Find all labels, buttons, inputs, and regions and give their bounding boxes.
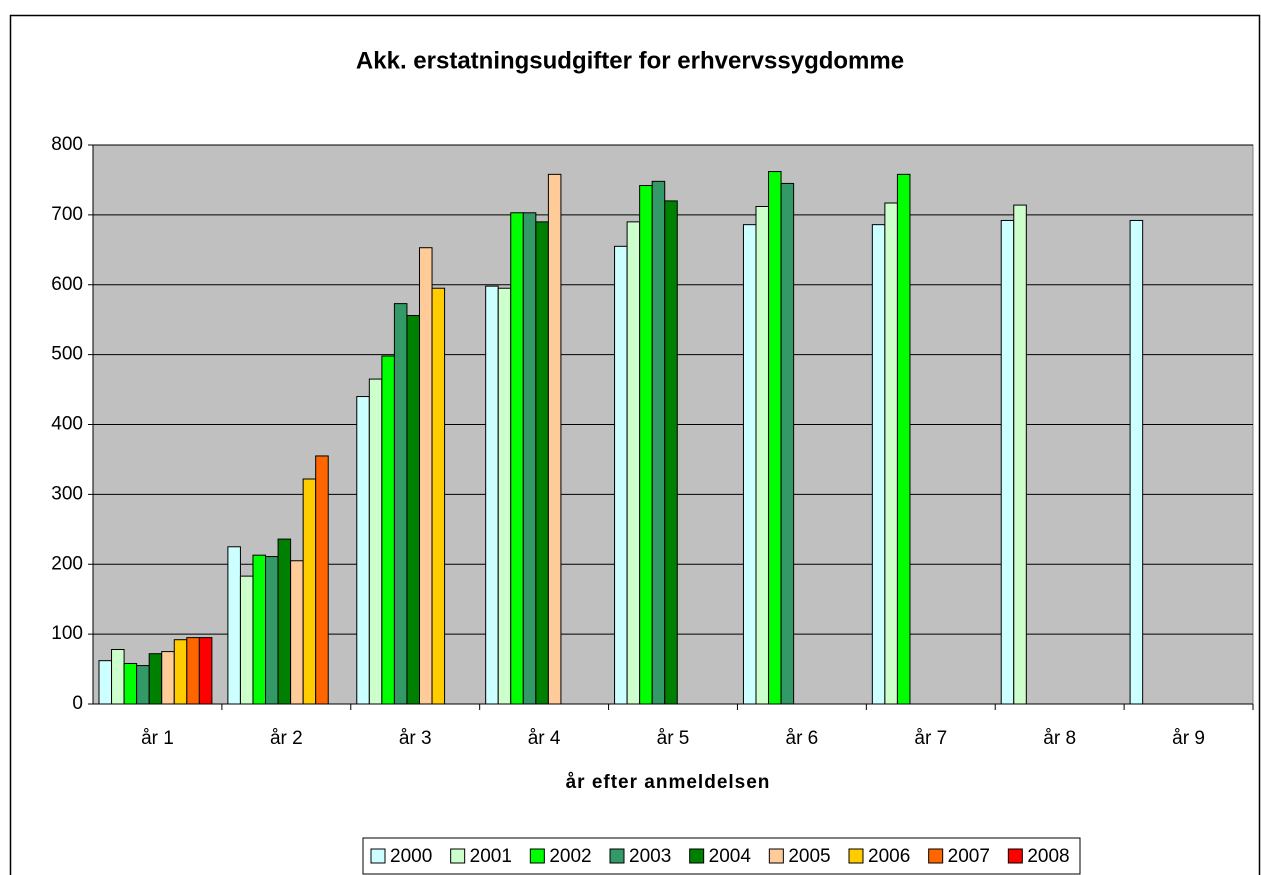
bar <box>227 546 241 705</box>
bar <box>98 660 113 705</box>
bar <box>418 247 433 705</box>
bar <box>148 653 163 705</box>
y-tick-label: 400 <box>51 414 83 435</box>
bar <box>393 303 408 705</box>
bar <box>485 285 499 705</box>
bar <box>871 224 886 705</box>
bar <box>651 180 666 705</box>
bar <box>510 212 524 705</box>
legend-label: 2000 <box>390 846 432 867</box>
bar <box>1129 219 1144 705</box>
bar <box>431 287 446 705</box>
x-tick-label: år 7 <box>914 728 947 749</box>
y-tick-label: 800 <box>51 134 83 155</box>
bar <box>239 575 254 705</box>
legend-label: 2007 <box>948 846 990 867</box>
bar <box>406 314 420 705</box>
bar <box>290 560 304 705</box>
legend-swatch <box>450 848 466 864</box>
y-tick-label: 600 <box>51 274 83 295</box>
legend-swatch <box>928 848 944 864</box>
bar <box>664 200 678 705</box>
legend-label: 2008 <box>1027 846 1069 867</box>
bar <box>123 662 138 705</box>
bar <box>302 478 317 705</box>
bar <box>186 637 200 705</box>
x-axis-label: år efter anmeldelsen <box>566 772 771 793</box>
x-tick-label: år 9 <box>1172 728 1205 749</box>
bar <box>161 651 175 705</box>
bar <box>252 554 267 705</box>
legend-label: 2006 <box>868 846 910 867</box>
legend-swatch <box>768 848 784 864</box>
bar <box>173 639 188 705</box>
x-tick-label: år 1 <box>141 728 174 749</box>
bar <box>381 355 395 705</box>
x-tick-label: år 5 <box>657 728 690 749</box>
bar <box>742 224 757 705</box>
legend-label: 2003 <box>629 846 671 867</box>
x-tick-label: år 3 <box>399 728 432 749</box>
bar <box>547 173 562 705</box>
x-tick-label: år 6 <box>786 728 819 749</box>
legend-label: 2001 <box>470 846 512 867</box>
bar <box>368 378 383 705</box>
bar <box>315 455 329 705</box>
y-tick-label: 100 <box>51 623 83 644</box>
legend-label: 2004 <box>709 846 752 867</box>
bar <box>626 221 641 705</box>
y-tick-label: 500 <box>51 344 83 365</box>
legend-swatch <box>370 848 386 864</box>
bar <box>198 637 213 705</box>
bar <box>356 396 370 705</box>
bar <box>884 202 898 705</box>
legend-label: 2005 <box>788 846 830 867</box>
x-tick-label: år 8 <box>1043 728 1076 749</box>
legend-swatch <box>689 848 705 864</box>
bar <box>522 212 537 705</box>
bar <box>535 221 549 705</box>
bar <box>265 556 279 705</box>
bar <box>497 287 512 705</box>
bar <box>1013 204 1027 705</box>
bar <box>1000 219 1015 705</box>
x-tick-label: år 2 <box>270 728 303 749</box>
bar <box>111 648 125 705</box>
bar <box>614 245 628 705</box>
legend-swatch <box>1007 848 1023 864</box>
y-tick-label: 0 <box>72 693 83 714</box>
bar <box>780 182 795 705</box>
x-tick-label: år 4 <box>528 728 561 749</box>
y-tick-label: 300 <box>51 483 83 504</box>
bar <box>639 185 653 705</box>
bar <box>896 173 911 705</box>
chart-title: Akk. erstatningsudgifter for erhvervssyg… <box>356 47 904 74</box>
y-tick-label: 200 <box>51 553 83 574</box>
y-tick-label: 700 <box>51 204 83 225</box>
bar <box>755 205 770 705</box>
legend-box <box>362 837 1081 875</box>
legend-swatch <box>609 848 625 864</box>
bar <box>768 171 782 705</box>
bar <box>136 665 150 705</box>
bar <box>277 538 292 705</box>
legend-label: 2002 <box>549 846 591 867</box>
legend-swatch <box>529 848 545 864</box>
legend-swatch <box>848 848 864 864</box>
